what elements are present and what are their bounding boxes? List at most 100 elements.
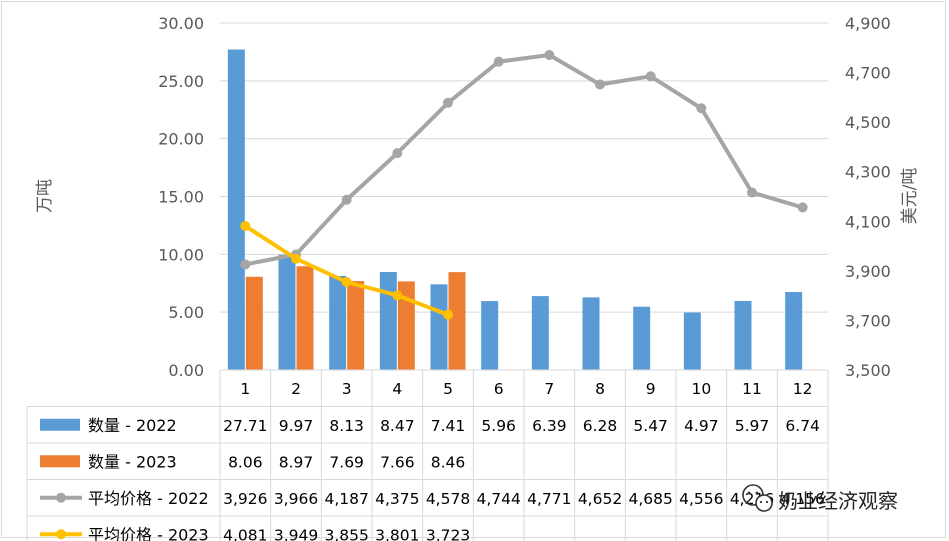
- bar: [329, 275, 347, 370]
- watermark: 奶业经济观察: [742, 484, 898, 513]
- bar: [785, 292, 803, 370]
- y2-tick-label: 4,100: [845, 212, 891, 231]
- bar: [481, 301, 499, 370]
- bar: [734, 300, 752, 370]
- data-label: 8.97: [279, 453, 314, 471]
- data-label: 6.39: [532, 417, 567, 435]
- x-tick-label: 8: [595, 380, 605, 398]
- data-label: 5.96: [481, 417, 516, 435]
- y-tick-label: 10.00: [158, 245, 204, 264]
- series-point: [291, 253, 301, 264]
- series-point: [544, 49, 555, 60]
- x-tick-label: 7: [544, 380, 554, 398]
- series-point: [240, 220, 251, 231]
- bar: [582, 297, 600, 370]
- watermark-text: 奶业经济观察: [778, 489, 898, 513]
- bar: [531, 296, 549, 370]
- data-label: 4,652: [578, 490, 622, 508]
- data-label: 4,187: [324, 490, 368, 508]
- bar: [379, 272, 397, 370]
- bar: [347, 281, 365, 370]
- x-tick-label: 2: [291, 380, 301, 398]
- legend-label: 平均价格 - 2023: [88, 525, 209, 541]
- bar: [430, 284, 448, 370]
- series-line: [243, 223, 450, 317]
- x-tick-label: 3: [342, 380, 352, 398]
- x-tick-label: 5: [443, 380, 453, 398]
- bar: [397, 281, 415, 370]
- series-point: [443, 309, 453, 320]
- y-tick-label: 30.00: [158, 14, 204, 33]
- legend-label: 数量 - 2023: [88, 452, 177, 471]
- lines-layer: [240, 49, 808, 320]
- x-tick-label: 4: [392, 380, 402, 398]
- series-point: [341, 194, 352, 205]
- series-point: [797, 202, 808, 213]
- data-label: 4,375: [375, 490, 419, 508]
- bar: [227, 49, 245, 370]
- data-label: 4,156: [780, 490, 824, 508]
- gridlines: [220, 22, 828, 313]
- wechat-icon: [742, 484, 773, 512]
- legend-label: 数量 - 2022: [88, 416, 177, 435]
- data-label: 4,081: [223, 526, 267, 541]
- x-tick-label: 6: [494, 380, 504, 398]
- y-tick-label: 15.00: [158, 188, 204, 207]
- data-label: 7.66: [380, 453, 415, 471]
- y2-tick-label: 3,700: [845, 311, 891, 330]
- legend-marker: [56, 529, 66, 540]
- data-label: 8.06: [228, 453, 263, 471]
- data-label: 3,801: [375, 526, 419, 541]
- data-label: 3,949: [274, 526, 318, 541]
- data-label: 5.47: [633, 417, 668, 435]
- bars-layer: [227, 49, 803, 370]
- series-point: [392, 148, 403, 159]
- y2-axis-label: 美元/吨: [900, 168, 920, 225]
- bar: [278, 254, 296, 370]
- data-label: 6.74: [785, 417, 820, 435]
- data-label: 4,685: [628, 490, 672, 508]
- series-point: [493, 56, 504, 67]
- x-tick-label: 1: [240, 380, 250, 398]
- legend-marker: [56, 492, 66, 503]
- data-label: 4.97: [684, 417, 719, 435]
- y-tick-label: 25.00: [158, 72, 204, 91]
- series-point: [392, 290, 403, 301]
- series-point: [747, 187, 757, 198]
- data-label: 4,578: [426, 490, 470, 508]
- y-tick-label: 20.00: [158, 130, 204, 149]
- y-axis-label: 万吨: [35, 179, 55, 213]
- data-label: 4,771: [527, 490, 571, 508]
- data-label: 4,556: [679, 490, 723, 508]
- x-tick-label: 11: [742, 380, 762, 398]
- legend-swatch: [40, 418, 80, 431]
- x-tick-label: 12: [793, 380, 813, 398]
- legend-label: 平均价格 - 2022: [88, 489, 209, 508]
- data-label: 7.69: [329, 453, 364, 471]
- series-point: [443, 97, 453, 108]
- data-label: 3,966: [274, 490, 318, 508]
- y2-tick-label: 4,700: [845, 64, 891, 83]
- series-point: [595, 79, 605, 90]
- data-label: 27.71: [223, 417, 267, 435]
- data-label: 9.97: [279, 417, 314, 435]
- y-tick-label: 0.00: [168, 361, 204, 380]
- y2-tick-label: 4,300: [845, 163, 891, 182]
- data-label: 3,855: [324, 526, 368, 541]
- y2-tick-label: 4,900: [845, 14, 891, 33]
- bar: [633, 306, 651, 370]
- y-tick-label: 5.00: [168, 303, 204, 322]
- y2-tick-label: 3,900: [845, 262, 891, 281]
- data-label: 8.46: [431, 453, 466, 471]
- series-point: [696, 103, 707, 114]
- data-label: 3,723: [426, 526, 470, 541]
- data-label: 4,744: [476, 490, 520, 508]
- data-label: 6.28: [583, 417, 618, 435]
- data-label: 8.13: [329, 417, 364, 435]
- data-label: 7.41: [431, 417, 466, 435]
- bar: [683, 312, 701, 370]
- bar: [448, 272, 466, 370]
- series-point: [645, 71, 656, 82]
